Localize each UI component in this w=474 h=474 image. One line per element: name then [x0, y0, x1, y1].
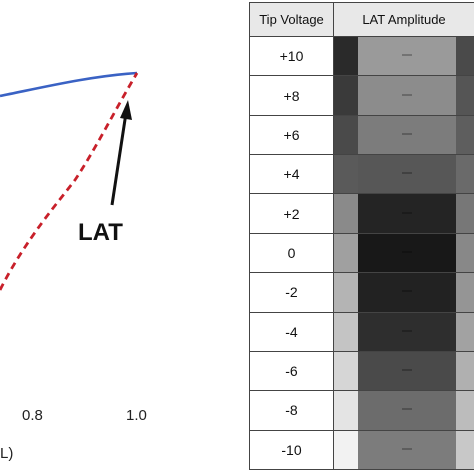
table-row: +2: [249, 193, 474, 234]
amplitude-strip-mid: [358, 391, 456, 430]
lat-amplitude-image-cell: [333, 350, 474, 392]
table-body: +10 +8 +6 +4 +2 0 -2 -4 -6 -8 -10: [249, 35, 474, 471]
table-row: +6: [249, 114, 474, 156]
table-row: -10: [249, 429, 474, 471]
amplitude-strip-left: [334, 431, 358, 469]
x-axis-label: L): [0, 445, 13, 462]
amplitude-strip-right: [456, 273, 474, 312]
amplitude-strip-right: [456, 234, 474, 272]
tip-mark: [402, 132, 412, 135]
lat-amplitude-image-cell: [333, 35, 474, 77]
amplitude-strip-right: [456, 116, 474, 154]
lat-amplitude-image-cell: [333, 75, 474, 116]
header-tip-voltage: Tip Voltage: [249, 2, 334, 37]
amplitude-strip-mid: [358, 116, 456, 154]
table-row: +4: [249, 154, 474, 195]
lat-amplitude-image-cell: [333, 272, 474, 313]
amplitude-strip-right: [456, 391, 474, 430]
amplitude-strip-right: [456, 76, 474, 115]
table-row: -4: [249, 311, 474, 352]
amplitude-strip-left: [334, 37, 358, 75]
tip-mark: [402, 408, 412, 411]
lat-amplitude-image-cell: [333, 311, 474, 352]
amplitude-strip-mid: [358, 194, 456, 233]
tip-mark: [402, 290, 412, 293]
amplitude-strip-right: [456, 194, 474, 233]
tip-mark: [402, 172, 412, 175]
tip-mark: [402, 251, 412, 254]
tip-voltage-cell: +2: [249, 193, 334, 234]
table-row: -2: [249, 272, 474, 313]
amplitude-strip-right: [456, 313, 474, 351]
amplitude-strip-mid: [358, 313, 456, 351]
annotation-arrowhead: [120, 100, 132, 120]
amplitude-strip-mid: [358, 431, 456, 469]
lat-amplitude-image-cell: [333, 390, 474, 431]
table-row: +10: [249, 35, 474, 77]
amplitude-strip-right: [456, 155, 474, 193]
tip-voltage-cell: -6: [249, 350, 334, 392]
tip-mark: [402, 54, 412, 57]
table-header-row: Tip Voltage LAT Amplitude: [249, 2, 474, 37]
table-row: 0: [249, 232, 474, 274]
amplitude-strip-left: [334, 234, 358, 272]
tip-mark: [402, 211, 412, 214]
table-row: -6: [249, 350, 474, 392]
x-tick-label: 1.0: [126, 407, 147, 424]
amplitude-strip-left: [334, 194, 358, 233]
tip-voltage-cell: +4: [249, 154, 334, 195]
tip-mark: [402, 93, 412, 96]
amplitude-strip-mid: [358, 37, 456, 75]
amplitude-strip-left: [334, 273, 358, 312]
amplitude-strip-right: [456, 431, 474, 469]
lat-plot-svg: LAT 0.8 1.0 L): [0, 71, 147, 462]
header-lat-amplitude: LAT Amplitude: [333, 2, 474, 37]
annotation-label: LAT: [78, 219, 123, 246]
tip-voltage-cell: +6: [249, 114, 334, 156]
lat-amplitude-image-cell: [333, 154, 474, 195]
amplitude-strip-mid: [358, 76, 456, 115]
amplitude-strip-right: [456, 352, 474, 390]
solid-curve: [0, 71, 138, 98]
amplitude-strip-mid: [358, 352, 456, 390]
amplitude-strip-mid: [358, 234, 456, 272]
amplitude-strip-left: [334, 116, 358, 154]
tip-mark: [402, 369, 412, 372]
tip-voltage-cell: -4: [249, 311, 334, 352]
tip-voltage-cell: -8: [249, 390, 334, 431]
amplitude-strip-mid: [358, 155, 456, 193]
lat-amplitude-image-cell: [333, 232, 474, 274]
table-row: +8: [249, 75, 474, 116]
amplitude-strip-right: [456, 37, 474, 75]
tip-voltage-cell: +10: [249, 35, 334, 77]
annotation-arrow: [110, 112, 128, 206]
tip-mark: [402, 447, 412, 450]
amplitude-strip-left: [334, 155, 358, 193]
dashed-curve: [0, 72, 139, 291]
tip-voltage-cell: -2: [249, 272, 334, 313]
tip-voltage-cell: -10: [249, 429, 334, 471]
lat-amplitude-image-cell: [333, 114, 474, 156]
table-row: -8: [249, 390, 474, 431]
tip-voltage-cell: 0: [249, 232, 334, 274]
lat-amplitude-image-cell: [333, 429, 474, 471]
amplitude-strip-left: [334, 352, 358, 390]
lat-plot: LAT 0.8 1.0 L): [0, 71, 147, 462]
amplitude-strip-left: [334, 313, 358, 351]
amplitude-strip-mid: [358, 273, 456, 312]
x-tick-label: 0.8: [22, 407, 43, 424]
amplitude-strip-left: [334, 76, 358, 115]
lat-amplitude-table: Tip Voltage LAT Amplitude +10 +8 +6 +4 +2 0 -2…: [249, 2, 474, 471]
amplitude-strip-left: [334, 391, 358, 430]
tip-voltage-cell: +8: [249, 75, 334, 116]
lat-amplitude-image-cell: [333, 193, 474, 234]
tip-mark: [402, 329, 412, 332]
